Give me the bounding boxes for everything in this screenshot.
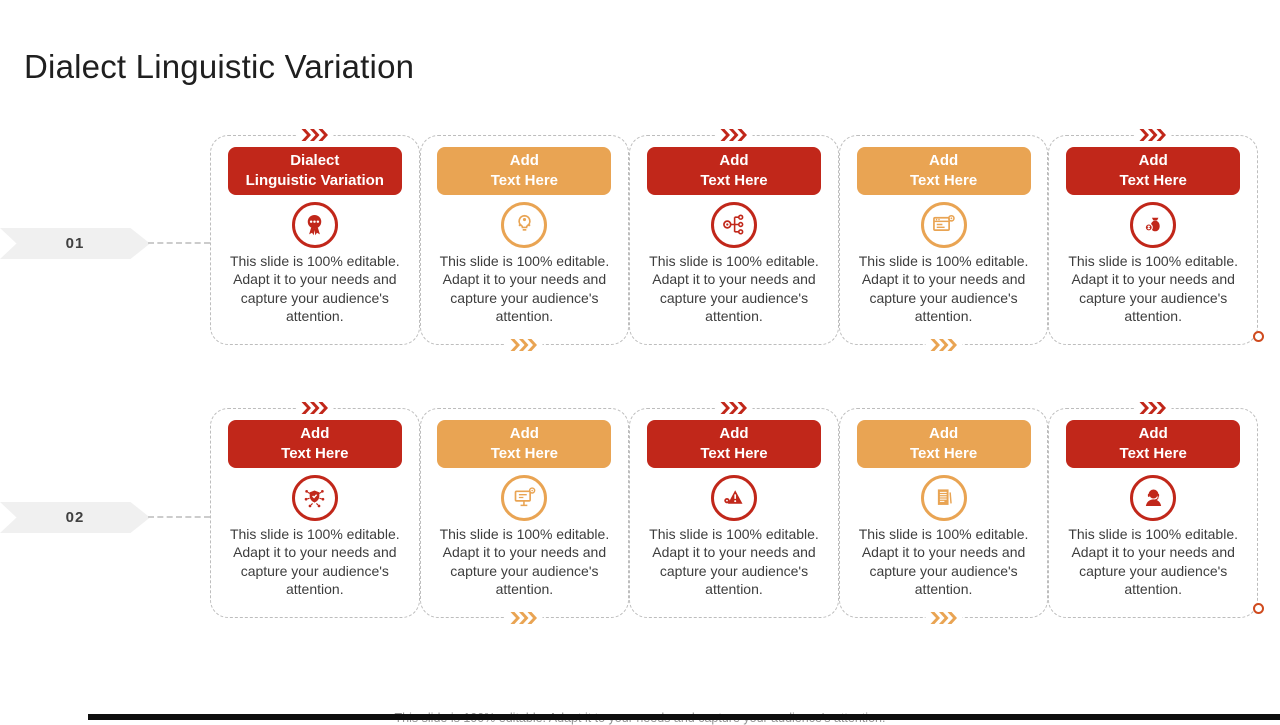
card-header-line2: Text Here xyxy=(1119,171,1187,189)
card-header-pill[interactable]: Add Text Here xyxy=(437,420,612,468)
card-header-pill[interactable]: Dialect Linguistic Variation xyxy=(227,147,402,195)
card-header-line2: Text Here xyxy=(700,444,768,462)
step-card: Add Text Here This slide is 100% editabl… xyxy=(838,135,1049,351)
card-body-text[interactable]: This slide is 100% editable. Adapt it to… xyxy=(439,525,610,597)
card-body-text[interactable]: This slide is 100% editable. Adapt it to… xyxy=(858,252,1029,324)
monitor-gear-icon xyxy=(501,474,548,521)
card-header-line2: Text Here xyxy=(909,444,978,462)
step-card: Add Text Here This slide is 100% editabl… xyxy=(838,408,1049,624)
dashed-connector xyxy=(148,242,210,244)
triple-chevron-icon xyxy=(505,339,543,351)
step-card: Add Text Here This slide is 100% editabl… xyxy=(419,408,630,624)
card-body-text[interactable]: This slide is 100% editable. Adapt it to… xyxy=(1068,252,1238,324)
triple-chevron-icon xyxy=(715,402,753,414)
card-header-pill[interactable]: Add Text Here xyxy=(646,147,821,195)
cards-row-2: Add Text Here This slide is 100% editabl… xyxy=(210,402,1258,624)
card-header-line1: Add xyxy=(928,425,959,442)
card-header-pill[interactable]: Add Text Here xyxy=(856,147,1031,195)
webpage-gear-icon xyxy=(920,201,967,248)
card-body-text[interactable]: This slide is 100% editable. Adapt it to… xyxy=(649,525,819,597)
card-header-line2: Text Here xyxy=(281,444,349,462)
triple-chevron-icon xyxy=(1134,402,1172,414)
step-card: Add Text Here This slide is 100% editabl… xyxy=(210,402,420,618)
card-body-text[interactable]: This slide is 100% editable. Adapt it to… xyxy=(1068,525,1238,597)
triple-chevron-icon xyxy=(715,129,753,141)
card-header-line1: Add xyxy=(1138,425,1168,442)
card-header-line1: Add xyxy=(928,152,959,169)
card-header-line1: Add xyxy=(1138,152,1168,169)
dashed-connector xyxy=(148,516,210,518)
card-header-line2: Text Here xyxy=(1119,444,1187,462)
card-header-pill[interactable]: Add Text Here xyxy=(856,420,1031,468)
card-header-pill[interactable]: Add Text Here xyxy=(227,420,402,468)
card-header-line2: Linguistic Variation xyxy=(245,171,384,189)
step-card: Add Text Here This slide is 100% editabl… xyxy=(1048,129,1258,345)
connector-end-dot xyxy=(1253,603,1264,614)
card-header-pill[interactable]: Add Text Here xyxy=(646,420,821,468)
step-card: Add Text Here This slide is 100% editabl… xyxy=(419,135,630,351)
card-header-line1: Add xyxy=(719,425,749,442)
step-number-arrow-01: 01 xyxy=(0,228,150,259)
hierarchy-icon xyxy=(710,201,757,248)
triple-chevron-icon xyxy=(925,339,963,351)
triple-chevron-icon xyxy=(296,129,334,141)
card-header-pill[interactable]: Add Text Here xyxy=(1066,147,1241,195)
bottom-accent-bar xyxy=(88,714,1280,720)
card-header-line1: Add xyxy=(300,425,330,442)
cards-row-1: Dialect Linguistic Variation This slide … xyxy=(210,129,1258,351)
card-header-pill[interactable]: Add Text Here xyxy=(437,147,612,195)
triple-chevron-icon xyxy=(925,612,963,624)
shield-network-icon xyxy=(291,474,338,521)
step-number-arrow-02: 02 xyxy=(0,502,150,533)
card-header-line2: Text Here xyxy=(490,444,559,462)
page-title: Dialect Linguistic Variation xyxy=(24,48,415,86)
document-icon xyxy=(920,474,967,521)
card-header-line2: Text Here xyxy=(909,171,978,189)
idea-bulb-icon xyxy=(501,201,548,248)
card-header-pill[interactable]: Add Text Here xyxy=(1066,420,1241,468)
triple-chevron-icon xyxy=(296,402,334,414)
step-number-label: 02 xyxy=(65,509,85,526)
support-agent-icon xyxy=(1130,474,1177,521)
card-header-line1: Dialect xyxy=(290,152,340,169)
card-header-line2: Text Here xyxy=(490,171,559,189)
step-number-label: 01 xyxy=(65,235,85,252)
finance-person-icon xyxy=(1130,201,1177,248)
step-card: Add Text Here This slide is 100% editabl… xyxy=(629,129,839,345)
step-card: Dialect Linguistic Variation This slide … xyxy=(210,129,420,345)
step-card: Add Text Here This slide is 100% editabl… xyxy=(629,402,839,618)
triple-chevron-icon xyxy=(1134,129,1172,141)
card-body-text[interactable]: This slide is 100% editable. Adapt it to… xyxy=(229,525,400,597)
warning-gear-icon xyxy=(710,474,757,521)
card-header-line1: Add xyxy=(719,152,749,169)
triple-chevron-icon xyxy=(505,612,543,624)
card-header-line2: Text Here xyxy=(700,171,768,189)
card-body-text[interactable]: This slide is 100% editable. Adapt it to… xyxy=(649,252,819,324)
step-card: Add Text Here This slide is 100% editabl… xyxy=(1048,402,1258,618)
award-ribbon-icon xyxy=(291,201,338,248)
connector-end-dot xyxy=(1253,331,1264,342)
card-body-text[interactable]: This slide is 100% editable. Adapt it to… xyxy=(439,252,610,324)
card-header-line1: Add xyxy=(509,152,539,169)
card-header-line1: Add xyxy=(509,425,539,442)
card-body-text[interactable]: This slide is 100% editable. Adapt it to… xyxy=(858,525,1029,597)
card-body-text[interactable]: This slide is 100% editable. Adapt it to… xyxy=(229,252,400,324)
